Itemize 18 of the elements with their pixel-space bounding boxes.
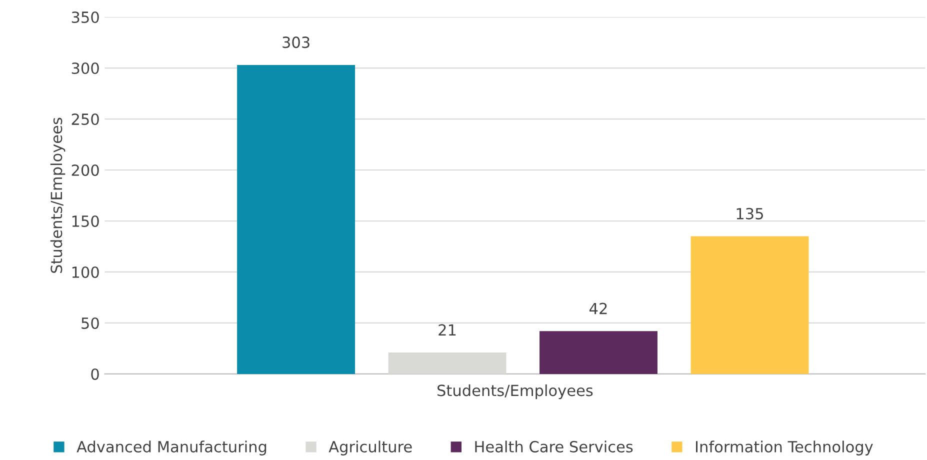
y-tick-label: 100 — [72, 266, 99, 278]
legend-label: Health Care Services — [475, 440, 633, 452]
x-axis-title: Students/Employees — [438, 384, 593, 400]
y-tick-label: 350 — [72, 11, 99, 24]
y-tick-label: 0 — [91, 368, 99, 380]
legend-label: Agriculture — [328, 440, 412, 456]
data-label: 21 — [438, 324, 456, 336]
y-tick-label: 150 — [72, 215, 99, 228]
data-label: 303 — [282, 36, 310, 48]
data-label: 135 — [736, 208, 763, 220]
legend-label: Information Technology — [696, 440, 873, 456]
legend-label: Advanced Manufacturing — [76, 440, 266, 456]
y-axis-title: Students/Employees — [50, 118, 66, 273]
y-tick-label: 200 — [72, 164, 99, 176]
y-tick-label: 250 — [72, 113, 99, 126]
data-label: 42 — [590, 302, 607, 314]
y-tick-label: 300 — [72, 62, 99, 74]
y-tick-label: 50 — [82, 317, 99, 330]
